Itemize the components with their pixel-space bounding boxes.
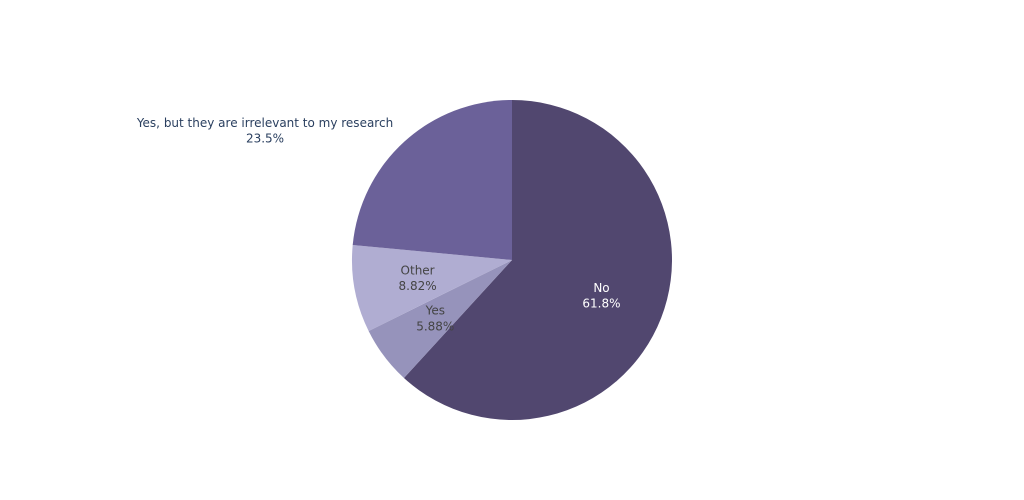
pie-slice-yes-but-they-are-irrelevant-to-my-research[interactable]	[352, 100, 512, 260]
slice-label-other: Other 8.82%	[399, 263, 437, 293]
pie-slices	[352, 100, 672, 420]
slice-label-yes: Yes 5.88%	[416, 304, 454, 334]
slice-percent-yes-but-they-are-irrelevant-to-my-research: 23.5%	[246, 132, 284, 146]
pie-slice-yes[interactable]	[368, 260, 512, 379]
pie-slice-no[interactable]	[403, 100, 672, 420]
slice-percent-yes: 5.88%	[416, 319, 454, 333]
slice-percent-other: 8.82%	[399, 279, 437, 293]
pie-labels: No 61.8% Yes 5.88% Other 8.82% Yes, but they a…	[136, 116, 621, 333]
slice-label-yes-but-they-are-irrelevant-to-my-research: Yes, but they are irrelevant to my resea…	[136, 116, 393, 146]
pie-slice-other[interactable]	[352, 244, 512, 332]
slice-category-yes: Yes	[425, 304, 445, 318]
slice-category-no: No	[593, 281, 609, 295]
slice-category-other: Other	[401, 263, 435, 277]
slice-percent-no: 61.8%	[582, 296, 620, 310]
slice-label-no: No 61.8%	[582, 281, 620, 311]
slice-category-yes-but-they-are-irrelevant-to-my-research: Yes, but they are irrelevant to my resea…	[136, 116, 393, 130]
